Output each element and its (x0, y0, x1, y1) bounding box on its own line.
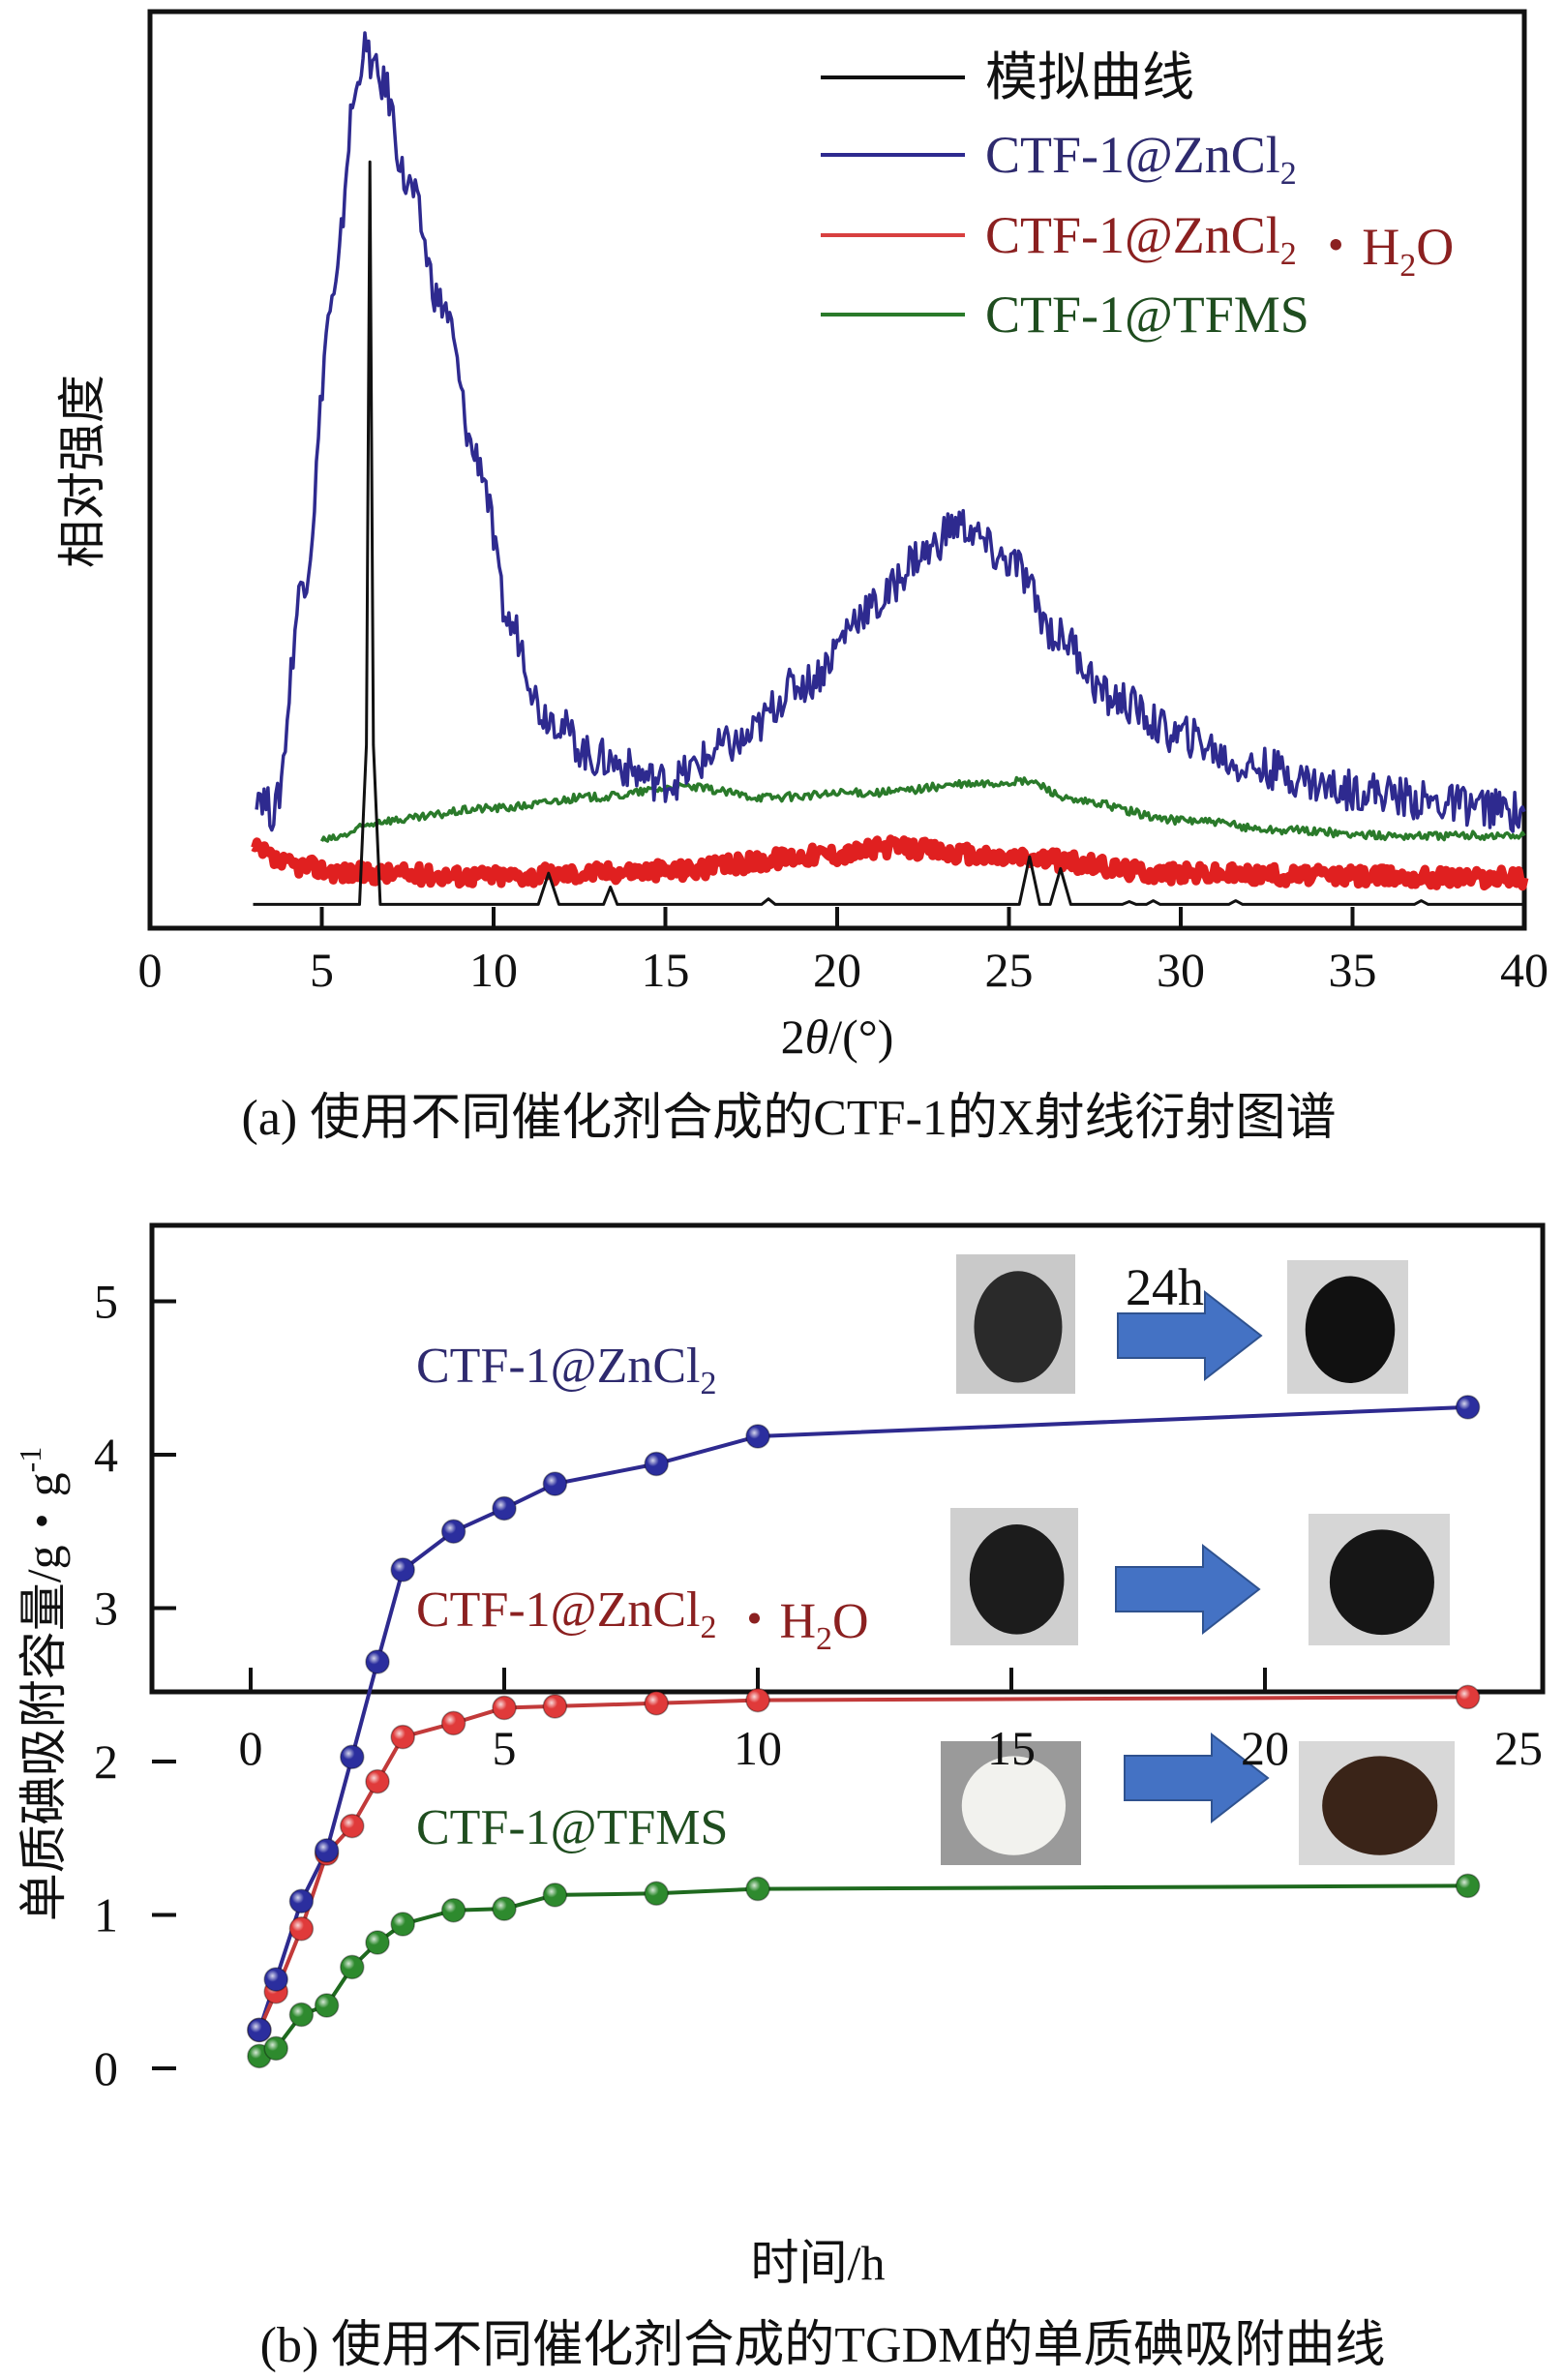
data-point (314, 1993, 340, 2018)
arrow-icon (1124, 1732, 1270, 1824)
data-point (745, 1876, 770, 1902)
data-point (288, 1888, 315, 1913)
data-point (390, 1724, 415, 1750)
plot-frame-b (149, 1222, 1546, 1695)
x-tick-label-b: 15 (987, 1721, 1036, 1775)
data-point (247, 2017, 272, 2043)
series-group-a (251, 31, 1529, 906)
series-label-b: CTF-1@ZnCl2 (416, 1339, 716, 1401)
x-tick-label-a: 40 (1500, 943, 1549, 997)
data-point (1455, 1873, 1481, 1899)
data-point (745, 1424, 770, 1449)
legend-a: 模拟曲线 CTF-1@ZnCl2 CTF-1@ZnCl2 ・H2OCTF-1@TFM… (821, 48, 1454, 344)
data-point (644, 1451, 669, 1477)
data-point (542, 1883, 568, 1908)
data-point (644, 1691, 669, 1716)
series-label-b: CTF-1@TFMS (416, 1800, 728, 1855)
data-point (340, 1813, 365, 1839)
data-point (745, 1687, 770, 1713)
data-point (492, 1695, 517, 1721)
legend-label: 模拟曲线 (985, 48, 1194, 106)
series-line-3 (319, 775, 1526, 843)
data-point (263, 1967, 288, 1992)
x-tick-label-a: 20 (813, 943, 861, 997)
x-tick-label-a: 25 (985, 943, 1034, 997)
data-point (542, 1471, 568, 1496)
data-point (440, 1519, 466, 1544)
data-point (263, 2035, 288, 2062)
data-point (440, 1710, 466, 1736)
legend-label: CTF-1@ZnCl2 (985, 126, 1297, 192)
data-point (542, 1694, 568, 1719)
series-line-b-0 (257, 1404, 1468, 2032)
x-tick-label-b: 10 (734, 1721, 782, 1775)
data-point (390, 1557, 415, 1582)
data-point (644, 1881, 669, 1907)
y-tick-label-b: 1 (94, 1888, 118, 1943)
x-axis-ticks-a: 0 5 10 15 20 25 30 35 40 (138, 907, 1549, 997)
x-tick-label-a: 5 (310, 943, 334, 997)
legend-label: CTF-1@TFMS (985, 286, 1309, 344)
sample-blob (961, 1756, 1067, 1855)
sample-blob (969, 1524, 1065, 1635)
x-tick-label-b: 5 (493, 1721, 517, 1775)
y-tick-label-b: 2 (94, 1734, 118, 1789)
data-point (440, 1897, 466, 1923)
data-point (288, 1916, 315, 1942)
data-point (390, 1912, 415, 1937)
series-label-b: CTF-1@ZnCl2 ・H2O (416, 1582, 869, 1657)
data-point (340, 1954, 365, 1980)
data-point (365, 1649, 390, 1674)
axis-ticks-b: 0 1 2 3 4 5 0 5 10 15 20 25 (94, 1275, 1543, 2096)
series-line-2 (251, 834, 1529, 891)
caption-a: (a) 使用不同催化剂合成的CTF-1的X射线衍射图谱 (242, 1091, 1337, 1146)
y-tick-label-b: 4 (94, 1428, 118, 1482)
data-point (365, 1930, 390, 1955)
data-point (492, 1896, 517, 1921)
arrow-icon (1117, 1289, 1263, 1382)
series-group-b (247, 1395, 1481, 2069)
data-point (314, 1838, 340, 1863)
data-point (492, 1495, 517, 1521)
data-point (1455, 1395, 1481, 1420)
x-tick-label-b: 25 (1494, 1721, 1543, 1775)
x-axis-title-b: 时间/h (751, 2236, 886, 2290)
legend-label: CTF-1@ZnCl2 ・H2O (985, 206, 1454, 284)
x-tick-label-b: 0 (239, 1721, 263, 1775)
sample-blob (1322, 1756, 1438, 1855)
series-labels-b: CTF-1@ZnCl2 CTF-1@ZnCl2 ・H2O CTF-1@TFMS (416, 1339, 869, 1855)
x-axis-title-a: 2θ/(°) (781, 1009, 894, 1064)
series-line-b-2 (258, 1883, 1468, 2059)
sample-photos: 24h (941, 1254, 1455, 1865)
data-point (288, 2002, 315, 2028)
panel-a-xrd-chart: 0 5 10 15 20 25 30 35 40 模拟曲线 CTF-1@ZnCl2 CTF-1@Zn… (55, 9, 1549, 1146)
x-tick-label-a: 10 (469, 943, 518, 997)
series-line-1 (255, 31, 1526, 833)
sample-blob (974, 1271, 1063, 1383)
y-axis-title-b: 单质碘吸附容量/g・g-1 (13, 1447, 71, 1922)
x-tick-label-a: 30 (1157, 943, 1205, 997)
sample-blob (1305, 1276, 1396, 1383)
arrow-label-24h: 24h (1126, 1258, 1204, 1316)
data-point (1455, 1684, 1481, 1710)
x-tick-label-a: 0 (138, 943, 163, 997)
sample-blob (1329, 1529, 1434, 1636)
y-tick-label-b: 0 (94, 2041, 118, 2095)
data-point (365, 1768, 390, 1794)
y-axis-title-a: 相对强度 (55, 375, 109, 568)
y-tick-label-b: 3 (94, 1582, 118, 1636)
series-line-0 (253, 160, 1524, 906)
data-point (340, 1744, 365, 1769)
caption-b: (b) 使用不同催化剂合成的TGDM的单质碘吸附曲线 (260, 2318, 1386, 2373)
x-tick-label-a: 35 (1329, 943, 1377, 997)
x-tick-label-b: 20 (1241, 1721, 1289, 1775)
y-tick-label-b: 5 (94, 1275, 118, 1329)
arrow-icon (1115, 1543, 1261, 1636)
x-tick-label-a: 15 (642, 943, 690, 997)
